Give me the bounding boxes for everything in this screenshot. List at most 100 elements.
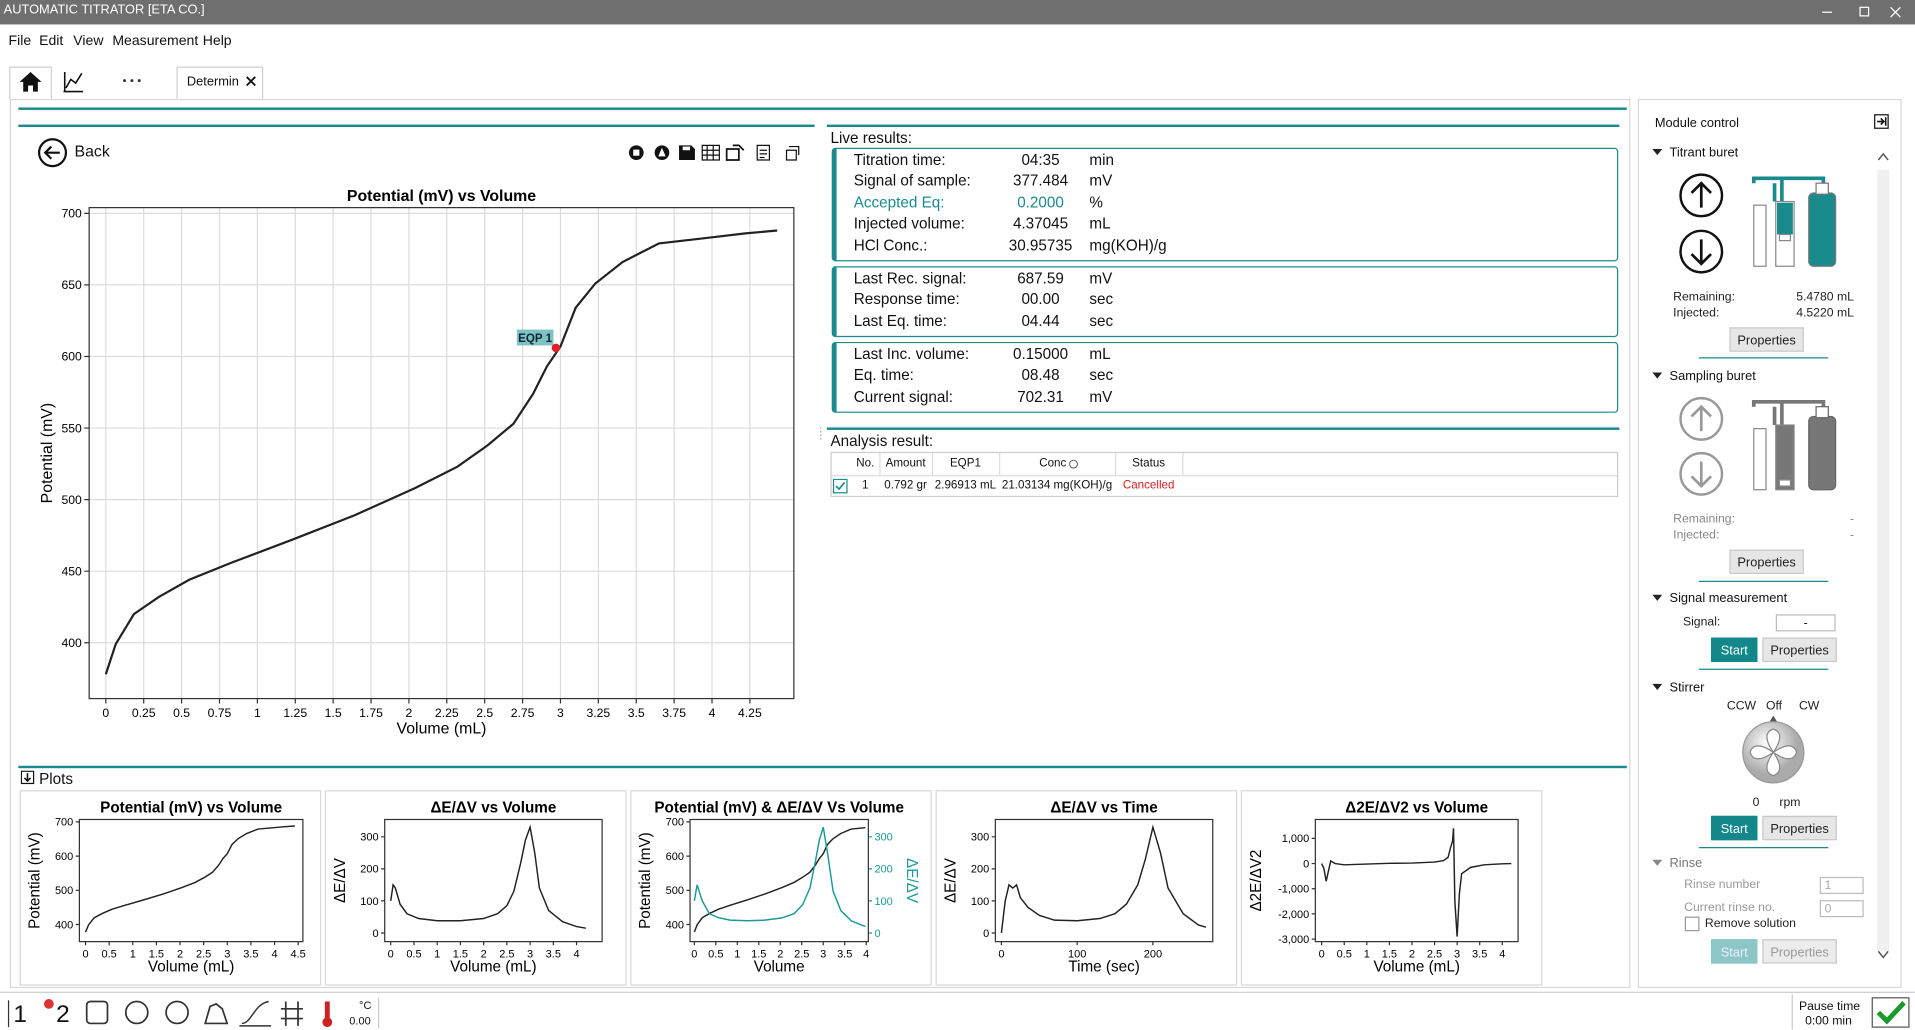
chart-title: Potential (mV) & ΔE/ΔV Vs Volume — [654, 800, 904, 817]
section-title[interactable]: Rinse — [1669, 856, 1703, 871]
status-icon[interactable] — [280, 1001, 303, 1026]
plot-area — [89, 207, 794, 699]
checkbox-frame[interactable] — [832, 478, 848, 494]
section-title[interactable]: Signal measurement — [1669, 591, 1788, 606]
ok-frame[interactable] — [1871, 997, 1910, 1028]
injected-label: Injected: — [1673, 306, 1720, 320]
tool-report[interactable] — [756, 144, 771, 161]
status-icon[interactable] — [85, 1000, 109, 1025]
back-arrow[interactable] — [43, 145, 60, 160]
tool-copy[interactable] — [785, 145, 800, 161]
plots-icon-frame[interactable] — [20, 770, 35, 785]
plot-chart[interactable]: 400 500 600 700 0 0.5 1 1.5 2 2.5 3 3.5 4 4.5 Potentia… — [20, 790, 320, 983]
plot-chart[interactable]: 0 100 200 300 0 100 200 ΔE/ΔV vs Time Time (sec)… — [936, 790, 1236, 983]
tab-label[interactable]: Determin — [186, 74, 239, 90]
y2-tick-label: 100 — [874, 896, 892, 908]
splitter — [820, 427, 822, 443]
chart-icon[interactable] — [63, 72, 84, 93]
x-axis-label: Volume (mL) — [1373, 958, 1459, 975]
buret-valve — [1778, 479, 1792, 487]
menu-item[interactable]: Edit — [39, 34, 64, 49]
toggle[interactable] — [1652, 148, 1663, 156]
scroll-up[interactable] — [1877, 152, 1889, 161]
properties-button[interactable]: Properties — [1762, 939, 1837, 964]
toggle[interactable] — [1652, 594, 1663, 601]
result-value: 4.37045 — [1012, 215, 1069, 233]
row-checkbox[interactable] — [832, 478, 849, 495]
properties-button[interactable]: Properties — [1729, 549, 1804, 575]
scroll-down[interactable] — [1877, 950, 1889, 959]
ok-status[interactable] — [1871, 997, 1910, 1029]
x-tick-label: 3 — [820, 948, 826, 960]
properties-button[interactable]: Properties — [1762, 815, 1837, 841]
x-tick-label: 1.5 — [1382, 948, 1397, 960]
result-value: 08.48 — [1021, 366, 1060, 384]
section-title[interactable]: Sampling buret — [1669, 368, 1756, 384]
properties-button[interactable]: Properties — [1762, 637, 1837, 662]
info-circle[interactable] — [1069, 459, 1078, 469]
toggle[interactable] — [1652, 859, 1663, 866]
more-dot[interactable] — [137, 79, 141, 83]
window-controls[interactable] — [1817, 0, 1915, 24]
main-frame — [9, 98, 1631, 989]
plot-panel — [19, 790, 322, 986]
close[interactable] — [1890, 6, 1901, 18]
module-2[interactable]: 2 — [56, 1001, 70, 1029]
tool-export[interactable] — [725, 144, 745, 161]
toggle[interactable] — [1652, 372, 1663, 379]
scrollbar[interactable] — [1875, 140, 1892, 973]
result-unit: mV — [1089, 172, 1113, 190]
x-tick-label: 2 — [406, 706, 413, 720]
status-curve-icon[interactable] — [239, 1000, 272, 1027]
status-icon[interactable] — [165, 1000, 189, 1025]
ok-check — [1876, 1001, 1906, 1025]
y-tick-label: 200 — [360, 864, 378, 876]
back-label[interactable]: Back — [74, 141, 110, 160]
properties-button[interactable]: Properties — [1729, 327, 1804, 352]
start-button[interactable]: Start — [1711, 939, 1758, 964]
remove-solution-label[interactable]: Remove solution — [1704, 917, 1796, 931]
determin-tab[interactable] — [176, 66, 264, 99]
start-button[interactable]: Start — [1711, 815, 1758, 841]
remove-checkbox[interactable] — [1684, 916, 1700, 932]
result-unit: sec — [1089, 312, 1114, 330]
stirrer-cw[interactable]: CW — [1798, 699, 1820, 714]
pin-frame[interactable] — [1874, 114, 1889, 129]
home-icon[interactable] — [19, 72, 42, 92]
restore[interactable] — [1859, 6, 1870, 17]
info-icon[interactable] — [1069, 459, 1079, 469]
menu-item[interactable]: Help — [202, 34, 232, 49]
status-icon[interactable] — [124, 1000, 149, 1025]
stirrer-ccw[interactable]: CCW — [1726, 699, 1757, 714]
buret-vessel — [1753, 428, 1767, 491]
stirrer-off[interactable]: Off — [1765, 699, 1783, 714]
menu-item[interactable]: File — [8, 34, 32, 49]
back-circle[interactable] — [37, 138, 68, 168]
toggle[interactable] — [1652, 683, 1663, 691]
buret-fill — [1776, 202, 1793, 235]
pin-arrow — [1877, 117, 1887, 126]
tool-table[interactable] — [701, 144, 720, 161]
panel-pin[interactable] — [1873, 114, 1890, 131]
plot-chart[interactable]: 1,000 0 -1,000 -2,000 -3,000 0 0.5 1 1.5 2 2.5 3 3.5… — [1241, 790, 1541, 983]
menu-item[interactable]: View — [73, 34, 104, 49]
more-dot[interactable] — [130, 79, 134, 83]
module-1[interactable]: 1 — [13, 1001, 28, 1029]
result-label: Accepted Eq: — [853, 193, 945, 212]
plot-chart[interactable]: 0 100 200 300 0 0.5 1 1.5 2 2.5 3 3.5 4 ΔE/ΔV vs Volu… — [325, 790, 625, 983]
close-tab[interactable] — [246, 76, 256, 87]
menu-item[interactable]: Measurement — [112, 34, 199, 49]
plots-title: Plots — [39, 770, 74, 788]
status-icon[interactable] — [204, 1002, 229, 1025]
x-tick-label: 0.5 — [173, 706, 190, 720]
scroll-track[interactable] — [1877, 169, 1890, 952]
result-value: 0.15000 — [1012, 345, 1069, 363]
back-icon[interactable] — [37, 137, 69, 169]
more-dot[interactable] — [123, 79, 127, 83]
result-box — [831, 147, 1619, 262]
plots-icon[interactable] — [20, 770, 36, 786]
start-button[interactable]: Start — [1711, 637, 1758, 662]
section-title[interactable]: Stirrer — [1669, 680, 1705, 695]
section-title[interactable]: Titrant buret — [1669, 145, 1739, 160]
